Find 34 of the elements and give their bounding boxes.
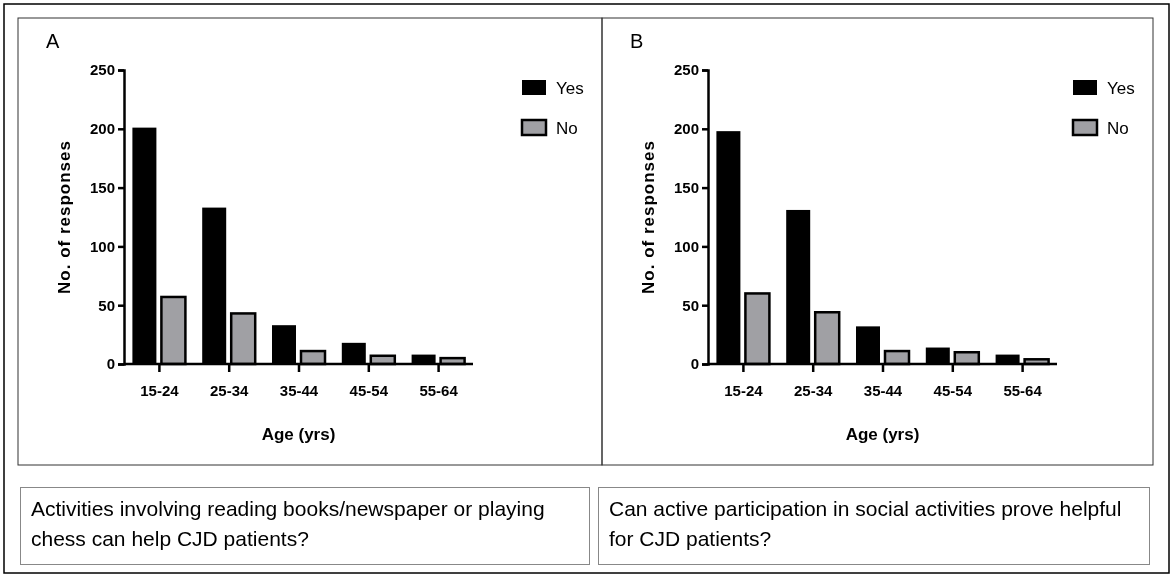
x-axis-title: Age (yrs) bbox=[845, 425, 920, 444]
y-tick-label: 50 bbox=[682, 296, 699, 314]
x-axis-title: Age (yrs) bbox=[261, 425, 336, 444]
text: Can active participation in social activities prove helpful for CJD patients? bbox=[598, 487, 1150, 565]
x-tick-label: 55-64 bbox=[419, 382, 459, 399]
x-tick-label: 35-44 bbox=[863, 382, 903, 399]
y-tick-label: 250 bbox=[673, 61, 699, 79]
x-tick-label: 45-54 bbox=[349, 382, 389, 399]
y-tick-label: 150 bbox=[89, 178, 115, 196]
y-axis-title: No. of responses bbox=[55, 140, 74, 294]
x-tick-label: 55-64 bbox=[1003, 382, 1043, 399]
y-tick-label: 200 bbox=[89, 120, 115, 138]
legend-label: Yes bbox=[1107, 79, 1135, 98]
legend-label: No bbox=[556, 119, 578, 138]
legend-label: No bbox=[1107, 119, 1129, 138]
y-tick-label: 50 bbox=[98, 296, 115, 314]
y-tick-label: 150 bbox=[673, 178, 699, 196]
x-tick-label: 15-24 bbox=[140, 382, 180, 399]
chart-title: A bbox=[46, 30, 60, 52]
x-tick-label: 25-34 bbox=[210, 382, 250, 399]
y-tick-label: 0 bbox=[690, 355, 699, 373]
y-tick-label: 100 bbox=[89, 237, 115, 255]
y-tick-label: 100 bbox=[673, 237, 699, 255]
x-tick-label: 25-34 bbox=[794, 382, 834, 399]
x-tick-label: 45-54 bbox=[933, 382, 973, 399]
legend-label: Yes bbox=[556, 79, 584, 98]
chart-title: B bbox=[630, 30, 644, 52]
y-axis-title: No. of responses bbox=[639, 140, 658, 294]
x-tick-label: 15-24 bbox=[724, 382, 764, 399]
text: Activities involving reading books/newspaper or playing chess can help CJD patients? bbox=[20, 487, 590, 565]
y-tick-label: 0 bbox=[106, 355, 115, 373]
x-tick-label: 35-44 bbox=[279, 382, 319, 399]
y-tick-label: 250 bbox=[89, 61, 115, 79]
y-tick-label: 200 bbox=[673, 120, 699, 138]
